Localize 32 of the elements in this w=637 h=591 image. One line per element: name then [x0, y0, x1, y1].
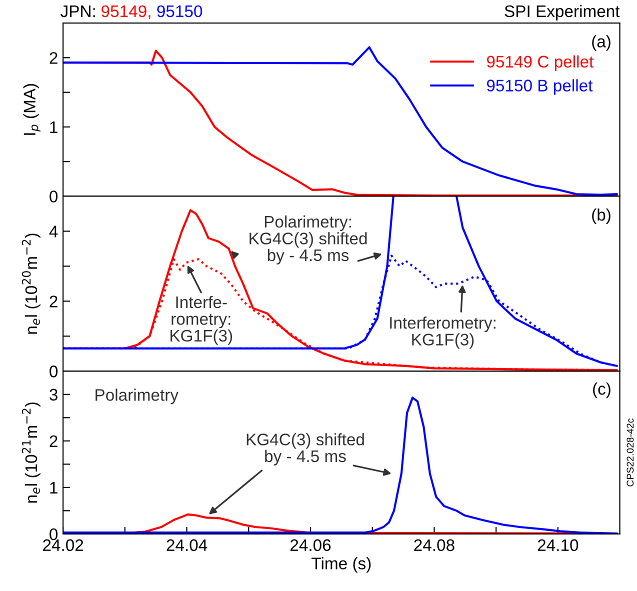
legend-label: 95150 B pellet — [486, 79, 593, 95]
y-axis-title: I$_{p}$ (MA) — [23, 84, 41, 135]
annotation: (c) — [593, 382, 610, 398]
x-tick-label: 24.10 — [538, 539, 578, 552]
x-tick-label: 24.06 — [290, 539, 331, 552]
annotation: (b) — [592, 208, 610, 224]
y-tick-label: 4 — [49, 226, 58, 238]
y-tick-label: 1 — [50, 122, 58, 133]
x-tick-label: 24.02 — [43, 539, 84, 552]
y-tick-label: 3 — [50, 388, 58, 401]
annotation: KG4C(3) shifted by - 4.5 ms — [246, 433, 364, 466]
y-tick-label: 0 — [50, 528, 58, 540]
annotation: Polarimetry — [96, 388, 178, 404]
y-tick-label: 0 — [50, 366, 58, 378]
annotation: Polarimetry: KG4C(3) shifted by - 4.5 ms — [250, 215, 367, 264]
chart-title: JPN: 95149, 95150 — [60, 5, 202, 20]
x-tick-label: 24.04 — [166, 539, 208, 552]
legend-label: 95149 C pellet — [486, 55, 594, 71]
y-axis-title: n$_{e}$l (10$^{20}$m$^{−2}$) — [22, 234, 40, 334]
y-tick-label: 2 — [50, 52, 58, 64]
chart-subtitle: SPI Experiment — [504, 4, 620, 20]
annotation: Interfe- rometry: KG1F(3) — [170, 296, 232, 345]
y-tick-label: 0 — [50, 190, 58, 202]
y-tick-label: 2 — [50, 435, 58, 447]
text: CPS22.028-42c — [626, 418, 634, 486]
y-tick-label: 1 — [50, 482, 58, 494]
x-axis-title: Time (s) — [312, 557, 371, 573]
y-tick-label: 2 — [50, 296, 58, 308]
y-axis-title: n$_{e}$l (10$^{21}$m$^{−2}$) — [22, 402, 40, 503]
annotation: (a) — [592, 35, 610, 51]
annotation: Interferometry: KG1F(3) — [390, 316, 496, 349]
x-tick-label: 24.08 — [414, 539, 454, 552]
